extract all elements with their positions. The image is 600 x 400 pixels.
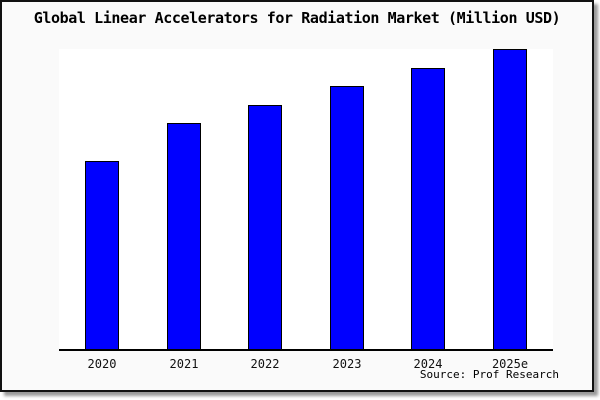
bar-2022 [248,105,282,349]
x-tick-label-2020: 2020 [87,357,117,371]
bar-2025e [493,49,527,349]
bar-2024 [411,68,445,349]
chart-title: Global Linear Accelerators for Radiation… [33,9,561,27]
bar-2020 [85,161,119,349]
x-tick-label-2023: 2023 [332,357,362,371]
source-note: Source: Prof Research [419,368,559,381]
chart-card: Global Linear Accelerators for Radiation… [0,0,594,392]
x-tick-label-2021: 2021 [169,357,199,371]
x-tick-label-2024: 2024 [413,357,443,371]
plot-area [59,49,553,351]
x-tick-label-2022: 2022 [250,357,280,371]
bar-2021 [167,123,201,349]
bar-2023 [330,86,364,349]
x-tick-label-2025e: 2025e [491,357,529,371]
